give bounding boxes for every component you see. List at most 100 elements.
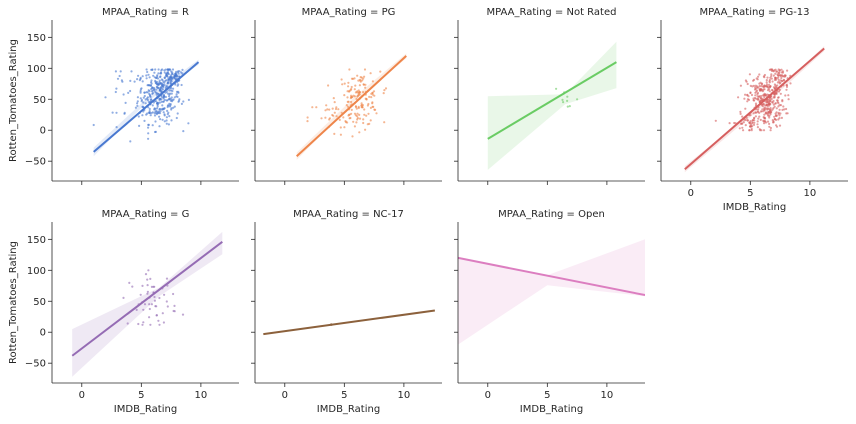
scatter-point (158, 101, 161, 104)
scatter-point (136, 78, 139, 81)
regression-line (263, 309, 435, 336)
scatter-point (728, 122, 731, 125)
scatter-point (769, 126, 773, 130)
scatter-point (306, 120, 309, 123)
scatter-point (327, 84, 330, 87)
scatter-point (157, 72, 160, 75)
scatter-point (133, 80, 136, 83)
scatter-point (768, 80, 771, 83)
scatter-point (780, 80, 784, 83)
scatter-point (373, 108, 376, 111)
scatter-point (173, 304, 176, 307)
scatter-point (758, 82, 761, 85)
scatter-point (750, 124, 753, 127)
scatter-point (756, 78, 759, 81)
scatter-point (785, 107, 788, 111)
scatter-point (351, 135, 354, 138)
confidence-band (93, 59, 199, 157)
x-tick-label: 5 (747, 188, 753, 199)
facet-panel-6: MPAA_Rating = NC-17 0 5 10 IMDB_Rating (251, 209, 442, 415)
scatter-point (789, 82, 792, 85)
x-tick-label: 5 (138, 390, 144, 401)
scatter-point (122, 296, 125, 299)
scatter-point (384, 87, 388, 90)
scatter-point (750, 93, 754, 97)
scatter-point (146, 292, 149, 295)
scatter-point (104, 96, 107, 99)
scatter-point (358, 93, 361, 96)
scatter-point (781, 108, 784, 111)
scatter-point (135, 308, 138, 311)
facet-panels: MPAA_Rating = R−50050100150Rotten_Tomato… (8, 7, 848, 415)
scatter-point (170, 107, 173, 110)
scatter-point (166, 82, 169, 85)
scatter-point (141, 284, 144, 287)
scatter-point (138, 124, 141, 127)
scatter-point (773, 69, 776, 72)
scatter-point (775, 111, 778, 114)
scatter-point (159, 110, 162, 113)
scatter-point (367, 112, 370, 115)
scatter-point (142, 308, 145, 311)
scatter-point (785, 84, 788, 87)
scatter-point (355, 107, 358, 110)
scatter-point (170, 80, 173, 83)
scatter-point (148, 76, 151, 79)
scatter-point (136, 104, 139, 107)
scatter-point (172, 309, 175, 313)
scatter-point (777, 118, 780, 121)
scatter-point (566, 105, 569, 108)
scatter-point (365, 97, 368, 101)
scatter-point (756, 126, 760, 129)
y-tick-label: 100 (27, 64, 46, 75)
scatter-point (145, 77, 148, 80)
scatter-point (141, 114, 144, 117)
scatter-point (774, 85, 778, 89)
scatter-point (337, 108, 340, 111)
scatter-point (155, 113, 158, 116)
scatter-point (181, 72, 184, 75)
scatter-point (770, 109, 773, 112)
scatter-point (175, 93, 178, 96)
y-tick-label: 150 (27, 235, 46, 246)
scatter-point (167, 95, 171, 98)
scatter-point (187, 122, 190, 125)
scatter-point (755, 89, 759, 92)
scatter-point (748, 73, 752, 76)
scatter-point (136, 100, 139, 103)
scatter-point (359, 79, 362, 82)
scatter-point (355, 121, 358, 124)
scatter-point (331, 107, 334, 110)
scatter-point (769, 129, 772, 132)
scatter-point (160, 72, 163, 75)
scatter-point (754, 91, 757, 94)
scatter-point (787, 94, 790, 97)
x-tick-label: 5 (544, 390, 550, 401)
scatter-point (168, 105, 171, 108)
y-tick-label: 50 (33, 95, 46, 106)
scatter-point (770, 97, 773, 101)
scatter-point (775, 107, 778, 110)
scatter-point (163, 95, 166, 98)
scatter-point (139, 88, 142, 91)
scatter-point (359, 76, 362, 79)
scatter-point (772, 99, 775, 103)
scatter-point (754, 87, 757, 90)
scatter-point (173, 96, 176, 99)
scatter-point (766, 76, 769, 79)
scatter-point (161, 312, 164, 315)
scatter-point (161, 104, 164, 107)
scatter-point (778, 114, 781, 117)
scatter-point (159, 97, 162, 100)
scatter-point (762, 85, 765, 88)
scatter-point (363, 113, 366, 116)
scatter-point (753, 116, 756, 119)
scatter-point (555, 87, 558, 90)
scatter-point (771, 119, 774, 122)
scatter-point (146, 96, 149, 99)
x-tick-label: 0 (79, 390, 85, 401)
scatter-point (147, 100, 150, 104)
scatter-point (762, 88, 765, 91)
scatter-point (177, 91, 180, 94)
scatter-point (354, 105, 357, 108)
